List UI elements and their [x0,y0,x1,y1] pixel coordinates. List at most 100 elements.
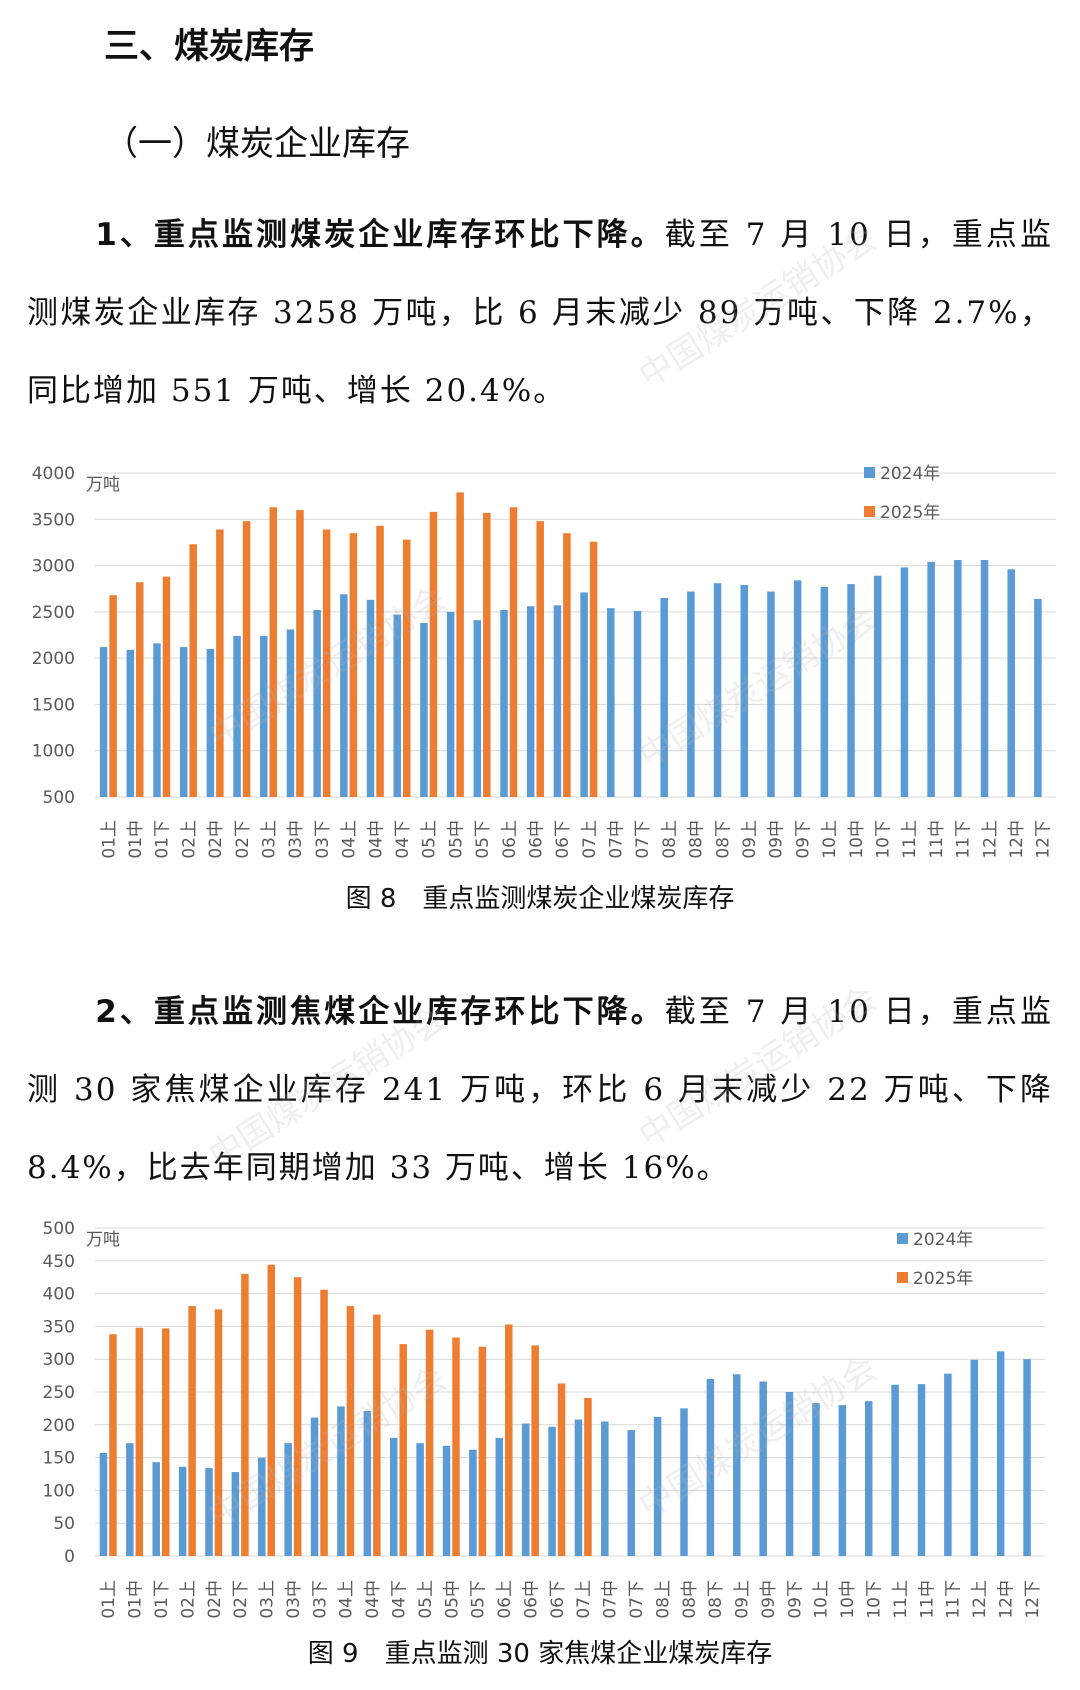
x-tick-label: 07下 [633,820,653,859]
bar [954,560,962,797]
x-tick-label: 05上 [420,820,440,859]
x-tick-label: 02上 [179,820,199,859]
bar [214,1309,223,1556]
paragraph-body: 截至 7 月 10 日，重点监测煤炭企业库存 3258 万吨，比 6 月末减少 … [27,217,1053,409]
x-tick-label: 08中 [680,1580,700,1619]
bar [607,608,615,797]
bar [126,1443,134,1556]
bar [838,1405,847,1556]
bar [135,1327,144,1556]
legend-label: 2024年 [913,1230,973,1250]
y-tick-label: 3000 [32,557,75,577]
x-tick-label: 03上 [258,1580,278,1619]
y-tick-label: 100 [43,1481,75,1501]
bar [553,605,562,797]
bar [733,1374,741,1556]
bar [847,584,855,797]
bar [376,525,384,797]
x-tick-label: 04中 [363,1580,383,1619]
x-tick-label: 06中 [526,820,546,859]
x-tick-label: 12下 [1023,1580,1043,1619]
y-tick-label: 250 [43,1383,75,1403]
y-tick-label: 2000 [32,649,75,669]
bar [346,1306,355,1556]
bar [900,567,909,797]
bar [152,1462,160,1556]
bar [495,1437,504,1556]
x-tick-label: 04中 [366,820,386,859]
bar [452,1337,460,1556]
y-tick-label: 2500 [32,603,75,623]
x-tick-label: 09下 [793,820,813,859]
bar [785,1392,794,1556]
y-unit: 万吨 [86,475,120,495]
heading: 三、煤炭库存 [104,27,315,67]
subheading: （一）煤炭企业库存 [104,124,410,164]
bar [242,521,251,797]
x-tick-label: 09中 [767,820,787,859]
bar [399,1344,407,1556]
bar [178,1466,187,1556]
bar [206,648,215,797]
bar [320,1289,328,1556]
bar [500,610,508,797]
bar [531,1345,539,1556]
x-tick-label: 08上 [660,820,680,859]
legend-swatch [864,467,875,478]
x-tick-label: 02上 [178,1580,198,1619]
paragraph-lead: 2、重点监测焦煤企业库存环比下降。 [95,994,665,1030]
legend-swatch [897,1272,908,1283]
x-tick-label: 06上 [500,820,520,859]
bar [627,1430,635,1556]
bar [456,492,464,797]
paragraph-lead: 1、重点监测煤炭企业库存环比下降。 [95,217,665,253]
x-tick-label: 12上 [980,820,1000,859]
bar [322,529,331,797]
bar [269,507,278,797]
bar [99,1453,108,1556]
bar [310,1417,319,1556]
bar [917,1384,926,1556]
bar [1023,1359,1031,1556]
x-tick-label: 03下 [310,1580,330,1619]
bar [473,620,482,797]
x-tick-label: 02下 [233,820,253,859]
bar [864,1401,873,1556]
legend-label: 2025年 [880,503,940,523]
x-tick-label: 09下 [785,1580,805,1619]
bar [483,512,491,797]
y-tick-label: 450 [43,1252,75,1272]
bar [189,544,197,797]
bar [205,1468,213,1556]
bar [536,521,544,797]
legend-label: 2024年 [880,464,940,484]
x-tick-label: 07上 [580,820,600,859]
y-tick-label: 150 [43,1449,75,1469]
x-tick-label: 11上 [891,1580,911,1619]
bar [296,510,304,797]
bar [706,1378,715,1556]
y-tick-label: 400 [43,1285,75,1305]
x-tick-label: 08中 [687,820,707,859]
x-tick-label: 04上 [340,820,360,859]
x-tick-label: 03下 [313,820,333,859]
bar [416,1443,424,1556]
bar [526,606,535,797]
y-tick-label: 350 [43,1317,75,1337]
x-tick-label: 01上 [99,1580,119,1619]
x-tick-label: 05下 [473,820,493,859]
bar [759,1381,767,1556]
x-tick-label: 10中 [847,820,867,859]
paragraph: 1、重点监测煤炭企业库存环比下降。截至 7 月 10 日，重点监测煤炭企业库存 … [27,196,1053,430]
x-tick-label: 01中 [126,1580,146,1619]
y-tick-label: 200 [43,1416,75,1436]
x-tick-label: 08下 [713,820,733,859]
bar [429,511,438,797]
bar [601,1421,609,1556]
bar [402,539,411,797]
bar [153,643,161,797]
bar [891,1384,899,1556]
y-tick-label: 0 [64,1547,75,1567]
bar [260,635,268,797]
y-tick-label: 1500 [32,695,75,715]
